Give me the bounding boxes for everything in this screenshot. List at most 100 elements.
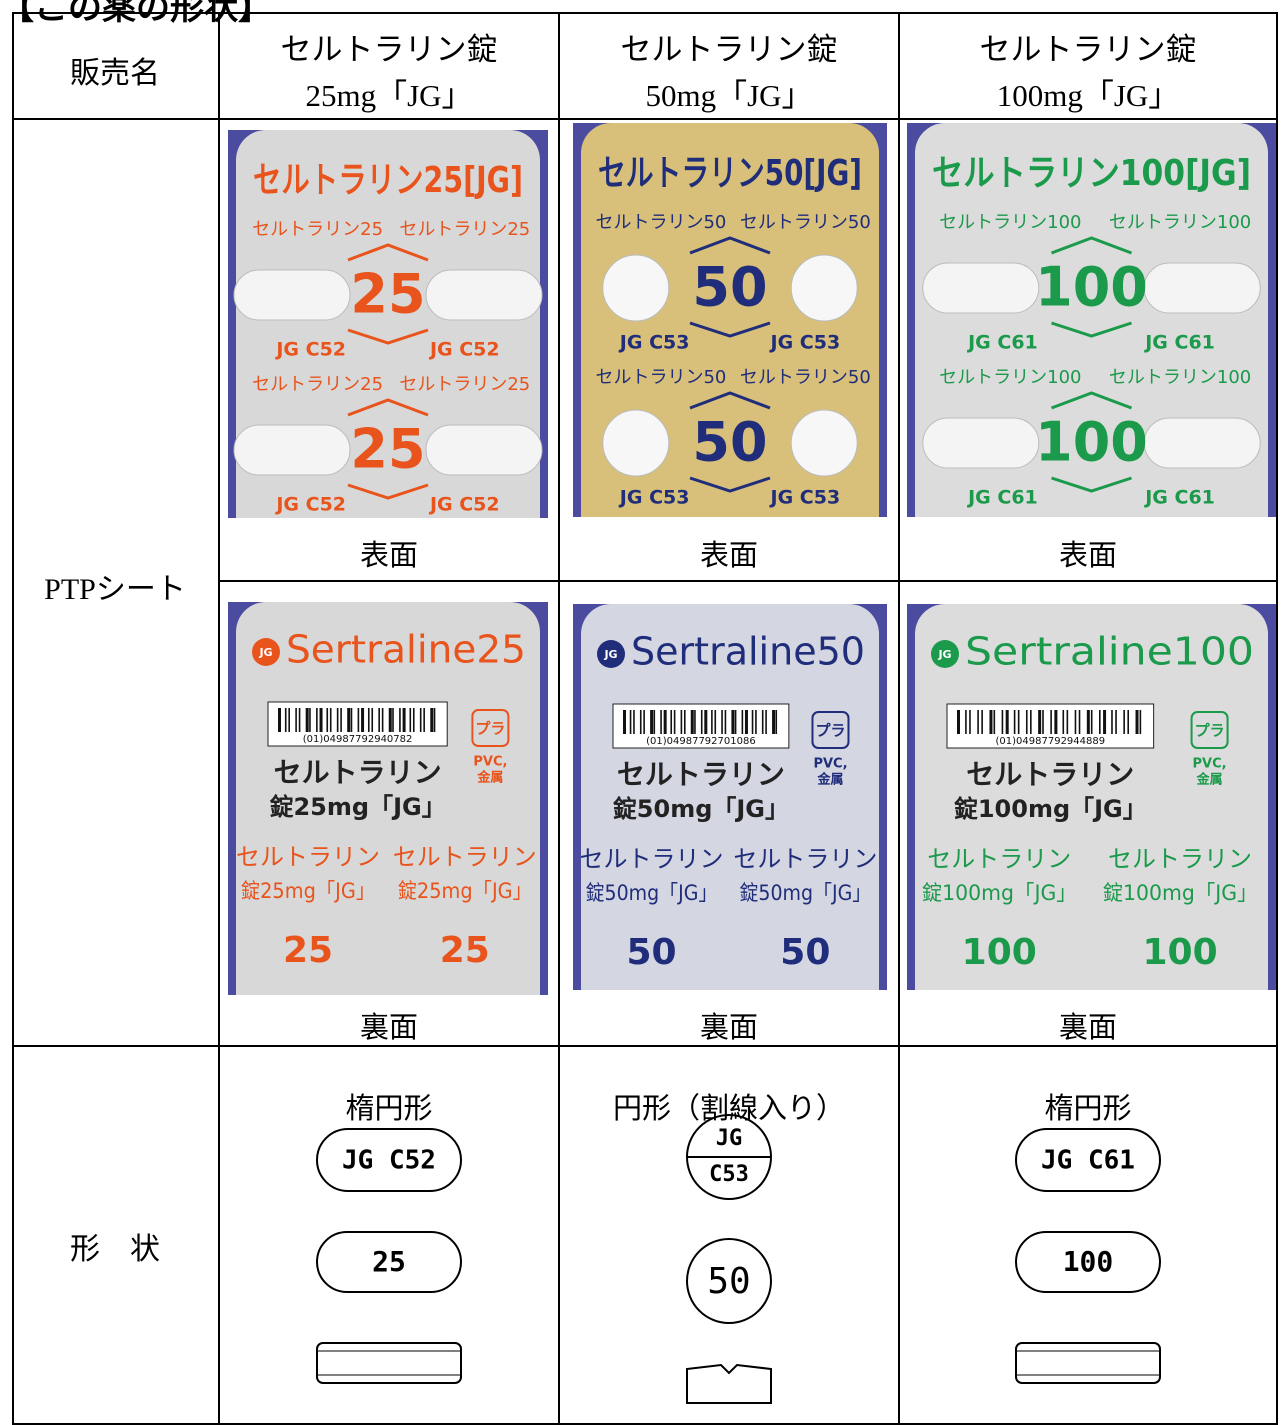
sheet-code: JG C53 (618, 332, 690, 354)
sheet-label: セルトラリン100 (939, 367, 1081, 388)
mark-frame (347, 243, 429, 345)
mark-frame (1050, 236, 1133, 338)
barcode-bar (711, 710, 713, 734)
tablet (790, 254, 858, 322)
barcode-bar (704, 710, 708, 734)
column-header: 100mg「JG」 (996, 78, 1180, 113)
back-mark: 25 (283, 930, 333, 971)
tablet-face (1015, 1231, 1161, 1293)
table-border (218, 12, 220, 1425)
barcode-bar (1001, 710, 1004, 734)
barcode-bar (1013, 710, 1016, 734)
sheet-mark: 100 (1035, 256, 1148, 319)
barcode-bar (680, 710, 683, 734)
barcode-bar (288, 708, 290, 732)
barcode-bar (977, 710, 979, 734)
back-dose: 錠25mg「JG」 (269, 793, 445, 821)
imprint: 100 (1063, 1245, 1114, 1278)
back-mark: 100 (1142, 932, 1217, 973)
barcode-text: (01)04987792944889 (996, 736, 1106, 747)
back-mark: 50 (780, 932, 830, 973)
sheet-code: JG C53 (618, 487, 690, 509)
barcode-bar (690, 710, 694, 734)
recycle-text: 金属 (1196, 772, 1223, 788)
tablet-side (1015, 1342, 1161, 1384)
back-dose: 錠50mg「JG」 (613, 795, 789, 823)
barcode-bar (402, 708, 406, 732)
page-title: 【この薬の形状】 (0, 0, 272, 28)
barcode-bar (1090, 710, 1093, 734)
barcode-bar (1005, 710, 1009, 734)
barcode-bar (295, 708, 297, 732)
barcode-bar (1115, 710, 1117, 734)
barcode-bar (1099, 710, 1101, 734)
sheet-label: セルトラリン25 (399, 374, 530, 395)
table-border (12, 1045, 1277, 1047)
logo-text: JG (603, 648, 617, 661)
brand: Sertraline100 (965, 630, 1254, 674)
barcode-bar (741, 710, 744, 734)
shape-name: 楕円形 (345, 1091, 433, 1125)
back-small-name: セルトラリン (733, 845, 877, 873)
barcode-bar (714, 710, 717, 734)
barcode-bar (316, 708, 318, 732)
sheet (236, 642, 540, 995)
barcode-text: (01)04987792701086 (646, 736, 756, 747)
logo-text: JG (937, 648, 951, 661)
barcode-bar (367, 708, 370, 732)
barcode-bar (350, 708, 353, 732)
barcode-bar (298, 708, 301, 732)
tablet (233, 269, 351, 321)
barcode-bar (430, 708, 434, 732)
barcode-bar (1017, 710, 1020, 734)
barcode-bar (700, 710, 703, 734)
barcode-bar (340, 708, 342, 732)
barcode-bar (663, 710, 667, 734)
barcode-bar (623, 710, 626, 734)
back-small-dose: 錠50mg「JG」 (586, 881, 718, 905)
barcode-bar (721, 710, 723, 734)
sheet-label: セルトラリン25 (399, 219, 530, 240)
barcode-bar (1086, 710, 1090, 734)
recycle-text: プラ (815, 722, 845, 740)
table-border (1276, 12, 1278, 1425)
barcode-box (612, 703, 790, 749)
recycle-mark (1190, 711, 1229, 749)
column-header: 50mg「JG」 (645, 78, 813, 113)
sheet-label: セルトラリン100 (939, 212, 1081, 233)
recycle-text: 金属 (816, 772, 843, 788)
shape-drawing: JG C52 25 (316, 1128, 462, 1384)
ptp-back: JG Sertraline100 (01)04987792944889 プラ PVC,金… (907, 604, 1276, 990)
barcode-bar (1135, 710, 1139, 734)
barcode-bar (357, 708, 360, 732)
mark-frame (689, 391, 771, 493)
logo (597, 640, 625, 668)
tablet-face (316, 1128, 462, 1192)
sheet-label: セルトラリン50 (595, 367, 726, 388)
barcode-bar (347, 708, 351, 732)
recycle-mark (811, 711, 850, 749)
sheet-code: JG C52 (428, 339, 500, 361)
barcode-bar (1025, 710, 1028, 734)
barcode-bar (1066, 710, 1069, 734)
sheet-mark: 50 (692, 411, 767, 474)
barcode-bar (419, 708, 422, 732)
sheet-title: セルトラリン25[JG] (253, 160, 523, 201)
back-small-name: セルトラリン (580, 845, 724, 873)
ptp-front: セルトラリン100[JG] セルトラリン100 セルトラリン100 100 JG C61… (907, 123, 1276, 517)
sheet-code: JG C61 (1143, 487, 1215, 509)
barcode-bar (775, 710, 778, 734)
back-small-dose: 錠100mg「JG」 (1103, 881, 1258, 905)
barcode-bar (755, 710, 757, 734)
sheet-code: JG C61 (966, 487, 1038, 509)
barcode-bar (423, 708, 425, 732)
barcode-bar (993, 710, 996, 734)
brand: Sertraline50 (631, 630, 865, 674)
imprint: JG C52 (342, 1146, 436, 1176)
barcode-bar (629, 710, 632, 734)
mark-frame (347, 398, 429, 500)
barcode-bar (653, 710, 656, 734)
